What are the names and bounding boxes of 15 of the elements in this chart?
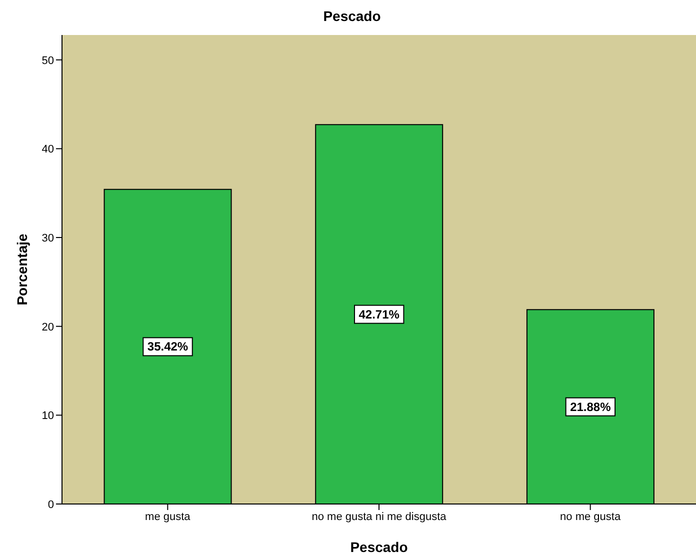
y-axis-title: Porcentaje (14, 233, 30, 306)
x-tick-label: no me gusta (560, 510, 622, 523)
y-tick-label: 0 (48, 498, 54, 511)
x-tick-label: no me gusta ni me disgusta (312, 510, 448, 523)
y-tick-label: 50 (42, 54, 54, 67)
data-label: 42.71% (358, 307, 400, 322)
chart-title: Pescado (322, 8, 382, 24)
x-axis-title: Pescado (350, 539, 408, 554)
y-tick-label: 20 (42, 321, 54, 334)
y-tick-label: 40 (42, 144, 54, 156)
y-tick-label: 30 (42, 232, 54, 244)
data-label: 21.88% (570, 400, 612, 414)
data-label: 35.42% (147, 340, 188, 354)
x-tick-label: me gusta (145, 510, 192, 523)
y-tick-label: 10 (42, 410, 54, 422)
